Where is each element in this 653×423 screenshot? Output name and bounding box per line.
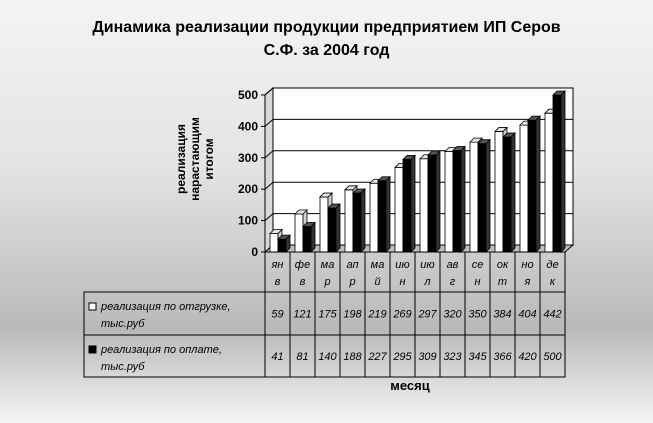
data-label: 320	[443, 309, 462, 321]
data-label: 350	[468, 309, 487, 321]
legend-swatch	[88, 345, 97, 354]
data-label: 345	[468, 351, 487, 363]
x-tick-label: се	[472, 259, 484, 271]
chart-title: Динамика реализации продукции предприяти…	[92, 19, 561, 59]
y-tick-label: 500	[238, 88, 258, 102]
x-tick-label: ав	[447, 259, 459, 271]
data-label: 323	[443, 351, 462, 363]
gridline-side	[264, 150, 274, 159]
data-label: 59	[271, 309, 283, 321]
x-tick-label: л	[423, 276, 430, 288]
legend-entry: реализация по отгрузке,	[100, 301, 231, 313]
y-tick-label: 100	[238, 214, 258, 228]
x-tick-label: г	[450, 276, 456, 288]
x-tick-label: ок	[497, 259, 509, 271]
x-tick-label: й	[374, 276, 380, 288]
bar-series-2	[452, 145, 466, 253]
legend-entry: тыс.руб	[101, 361, 145, 373]
x-tick-label: ян	[271, 259, 284, 271]
gridline-side	[264, 119, 274, 127]
x-tick-label: к	[550, 276, 556, 288]
data-label: 404	[518, 309, 536, 321]
x-tick-label: фе	[295, 259, 310, 271]
bar-series-2	[302, 221, 316, 253]
legend-entry: тыс.руб	[101, 318, 145, 330]
gridline-side	[264, 213, 274, 221]
x-tick-label: но	[521, 259, 533, 271]
x-tick-label: де	[546, 259, 558, 271]
data-label: 297	[417, 309, 437, 321]
data-label: 198	[343, 309, 362, 321]
x-axis-label: месяц	[390, 378, 430, 393]
x-tick-label: в	[275, 276, 281, 288]
x-tick-label: р	[323, 276, 330, 288]
data-label: 188	[343, 351, 362, 363]
plot-side-wall	[264, 86, 274, 254]
x-tick-label: в	[300, 276, 306, 288]
data-label: 295	[392, 351, 412, 363]
data-label: 227	[367, 351, 387, 363]
bar-series-2	[327, 203, 341, 253]
x-tick-label: ию	[395, 259, 409, 271]
data-label: 219	[367, 309, 386, 321]
x-tick-label: ию	[420, 259, 434, 271]
bar-series-2	[352, 188, 366, 253]
data-label: 500	[543, 351, 562, 363]
data-label: 442	[543, 309, 561, 321]
data-label: 384	[493, 309, 511, 321]
gridline-side	[264, 181, 274, 190]
bar-series-2	[377, 175, 391, 253]
bar-series-2	[502, 132, 516, 253]
bar-series-2	[277, 234, 291, 253]
data-label: 269	[392, 309, 411, 321]
x-tick-label: н	[474, 276, 480, 288]
data-label: 81	[296, 351, 308, 363]
x-tick-label: я	[524, 276, 531, 288]
legend-swatch	[88, 302, 97, 311]
y-tick-label: 300	[238, 151, 258, 165]
y-tick-label: 200	[238, 182, 258, 196]
y-tick-label: 0	[251, 245, 258, 259]
data-label: 420	[518, 351, 537, 363]
data-label: 140	[318, 351, 337, 363]
bar-series-2	[402, 154, 416, 253]
bar-series-2	[527, 115, 541, 253]
data-label: 309	[418, 351, 436, 363]
x-tick-label: р	[348, 276, 355, 288]
x-tick-label: н	[399, 276, 405, 288]
data-label: 175	[318, 309, 337, 321]
x-tick-label: ап	[346, 259, 358, 271]
data-label: 366	[493, 351, 512, 363]
x-tick-label: ма	[371, 259, 385, 271]
data-label: 41	[271, 351, 283, 363]
gridline-side	[264, 87, 274, 96]
x-tick-label: т	[498, 276, 507, 288]
legend-entry: реализация по оплате,	[100, 344, 222, 356]
bar-series-2	[552, 90, 566, 253]
x-tick-label: ма	[321, 259, 335, 271]
y-tick-label: 400	[238, 119, 258, 133]
bar-series-2	[427, 150, 441, 253]
data-label: 121	[293, 309, 311, 321]
bar-series-2	[477, 138, 491, 253]
